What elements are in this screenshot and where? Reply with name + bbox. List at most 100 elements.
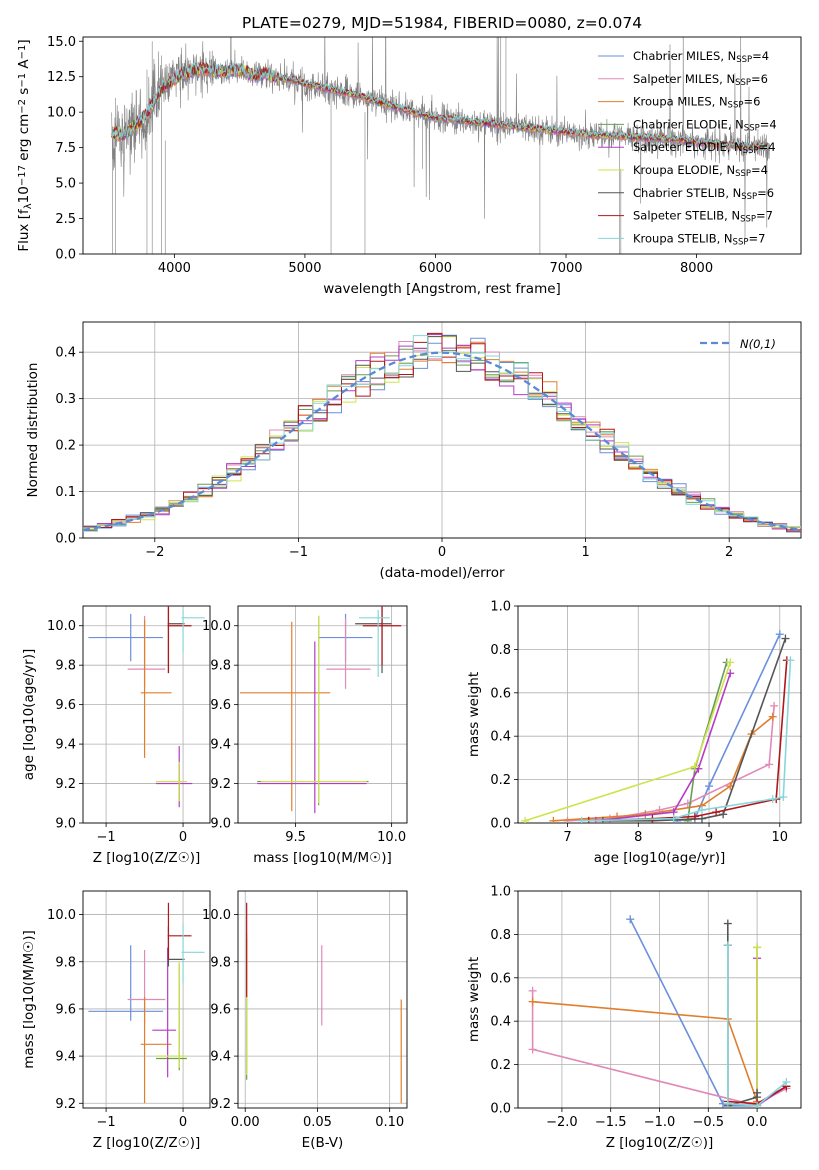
mass_vs_z-plot-area (88, 902, 205, 1104)
plot-frame (82, 605, 211, 824)
x-tick-label: −0.5 (693, 1115, 725, 1130)
x-tick-label: 10 (772, 830, 789, 845)
y-tick-label: 10.0 (202, 619, 231, 634)
x-axis-label: age [log10(age/yr)] (594, 850, 726, 866)
y-label-part: erg cm (16, 114, 32, 165)
y-tick-label: 9.2 (55, 1097, 76, 1112)
legend-label-part: Kroupa MILES, N (633, 95, 728, 109)
legend-label-part: =6 (743, 95, 760, 109)
legend-label-part: =4 (752, 49, 769, 63)
mass_vs_ebv-panel: 0.00 0.05 0.10 9.2 9.4 9.6 9.8 10.0 E(B-V) (202, 890, 408, 1151)
y-tick-label: 0.4 (55, 346, 76, 361)
plot-frame (82, 321, 802, 539)
x-axis-label: (data-model)/error (379, 565, 505, 581)
plot-frame (237, 890, 408, 1109)
legend-label-part: =4 (751, 163, 768, 177)
legend-label-sub: SSP (728, 101, 744, 111)
y-tick-label: 0.6 (490, 971, 511, 986)
legend-label-sub: SSP (736, 55, 752, 65)
y-label-part: −2 (17, 99, 28, 114)
y-tick-label: 9.6 (210, 1002, 231, 1017)
weight_vs_age-plot-area (521, 630, 795, 823)
x-tick-label: −2 (145, 545, 164, 560)
y-tick-label: 9.2 (210, 1097, 231, 1112)
x-tick-label: 9 (705, 830, 713, 845)
y-label-part: 10 (16, 186, 32, 203)
y-label-part: ] (16, 39, 32, 44)
legend-label: Salpeter STELIB, NSSP=7 (633, 209, 773, 225)
legend-label-normal: N(0,1) (740, 337, 776, 351)
weight-line-salpeter_elodie (756, 958, 787, 1108)
x-tick-label: 0.00 (231, 1115, 260, 1130)
x-tick-label: 9.5 (285, 830, 306, 845)
x-tick-label: 1 (581, 545, 589, 560)
y-label-part: λ (23, 203, 34, 209)
y-tick-label: 5.0 (55, 177, 76, 192)
y-tick-label: 0.6 (490, 686, 511, 701)
legend-label-part: =4 (759, 140, 776, 154)
y-tick-label: 9.0 (210, 817, 231, 832)
y-tick-label: 9.6 (55, 698, 76, 713)
legend-label-sub: SSP (735, 78, 751, 88)
legend-label-sub: SSP (741, 192, 757, 202)
x-tick-label: 2 (725, 545, 733, 560)
y-tick-label: 10.0 (202, 908, 231, 923)
x-axis-label: mass [log10(M/M☉)] (253, 850, 392, 866)
y-tick-label: 1.0 (490, 600, 511, 615)
y-tick-label: 9.8 (210, 955, 231, 970)
weight_vs_z-panel: −2.0 −1.5 −1.0 −0.5 0.0 0.0 0.2 0.4 0.6 0.8 1.0 Z [… (466, 885, 802, 1151)
x-tick-label: −1 (289, 545, 308, 560)
legend-label-part: =7 (756, 209, 773, 223)
model-spectrum-kroupa_stelib (111, 60, 771, 150)
legend-label-part: Chabrier MILES, N (633, 49, 736, 63)
spectrum-plot-area (111, 37, 771, 254)
y-axis-label: mass [log10(M/M☉)] (21, 930, 37, 1069)
age_vs_z-panel: −1 0 9.0 9.2 9.4 9.6 9.8 10.0 Z [log10(Z/Z☉)] age… (21, 605, 211, 866)
y-tick-label: 10.0 (47, 106, 76, 121)
x-tick-label: 0 (179, 1115, 187, 1130)
x-tick-label: 5000 (288, 261, 321, 276)
legend-label: Kroupa STELIB, NSSP=7 (633, 231, 765, 247)
legend-label-part: Salpeter MILES, N (633, 72, 735, 86)
y-tick-label: 9.4 (55, 738, 76, 753)
x-axis-label: E(B-V) (302, 1135, 344, 1151)
y-tick-label: 9.4 (210, 738, 231, 753)
y-tick-label: 15.0 (47, 35, 76, 50)
x-tick-label: 0.10 (375, 1115, 404, 1130)
y-axis-label: Flux [fλ10−17 erg cm−2 s−1 A−1] (16, 39, 34, 251)
plot-frame (82, 890, 211, 1109)
y-label-part: −1 (17, 45, 28, 60)
y-tick-label: 0.8 (490, 928, 511, 943)
plot-frame (237, 605, 408, 824)
y-tick-label: 7.5 (55, 141, 76, 156)
y-axis-label: age [log10(age/yr)] (21, 649, 37, 781)
x-tick-label: 10.0 (377, 830, 406, 845)
legend-label: Salpeter MILES, NSSP=6 (633, 72, 768, 88)
age_vs_z-plot-area (88, 606, 205, 808)
x-tick-label: 7000 (549, 261, 582, 276)
legend-label-sub: SSP (733, 238, 749, 248)
y-tick-label: 1.0 (490, 885, 511, 900)
weight_vs_z-plot-area (528, 915, 791, 1108)
y-tick-label: 0.0 (490, 1102, 511, 1117)
legend-label-part: Kroupa STELIB, N (633, 231, 733, 245)
legend-label-part: Salpeter STELIB, N (633, 209, 740, 223)
y-tick-label: 9.4 (55, 1050, 76, 1065)
age_vs_mass-plot-area (239, 606, 402, 814)
y-tick-label: 0.2 (490, 1058, 511, 1073)
normal-curve (83, 351, 801, 532)
x-tick-label: −1.5 (595, 1115, 627, 1130)
legend-label-sub: SSP (740, 215, 756, 225)
y-tick-label: 10.0 (47, 619, 76, 634)
x-tick-label: 0.05 (303, 1115, 332, 1130)
legend-label: Salpeter ELODIE, NSSP=4 (633, 140, 776, 156)
y-tick-label: 0.1 (55, 485, 76, 500)
legend-label-part: =6 (757, 186, 774, 200)
weight-line-chabrier_stelib (727, 923, 758, 1107)
y-tick-label: 9.8 (210, 659, 231, 674)
panels: 4000 5000 6000 7000 80000.02.55.07.510.012.5… (16, 35, 802, 1151)
y-tick-label: 0.4 (490, 730, 511, 745)
y-tick-label: 9.2 (210, 777, 231, 792)
